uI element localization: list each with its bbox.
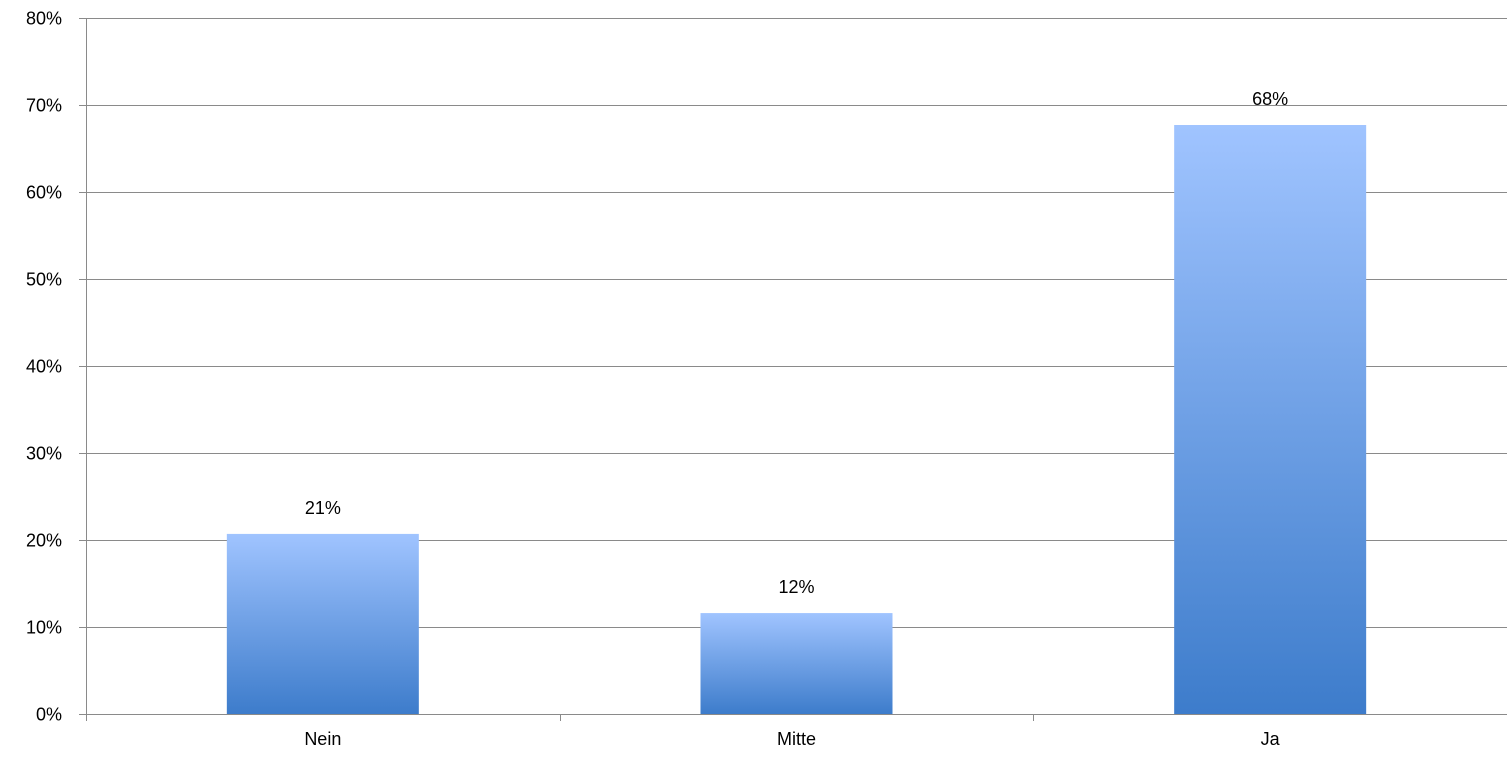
y-tick-label: 30% xyxy=(26,444,62,464)
y-tick-label: 50% xyxy=(26,270,62,290)
bar-ja xyxy=(1174,125,1367,714)
x-tick-label: Mitte xyxy=(777,729,816,749)
axes xyxy=(79,18,1507,721)
data-label: 21% xyxy=(305,498,341,518)
bars xyxy=(226,125,1367,714)
y-tick-label: 10% xyxy=(26,618,62,638)
y-tick-label: 70% xyxy=(26,96,62,116)
y-tick-label: 60% xyxy=(26,183,62,203)
x-tick-label: Ja xyxy=(1261,729,1281,749)
bar-nein xyxy=(226,533,419,714)
y-tick-label: 40% xyxy=(26,357,62,377)
y-tick-label: 0% xyxy=(36,705,62,725)
y-tick-label: 20% xyxy=(26,531,62,551)
labels: 0% 10% 20% 30% 40% 50% 60% 70% 80% 21% Nein 12% Mitt… xyxy=(26,9,1288,750)
x-tick-label: Nein xyxy=(304,729,341,749)
data-label: 12% xyxy=(778,577,814,597)
y-tick-label: 80% xyxy=(26,9,62,29)
bar-mitte xyxy=(700,613,893,714)
data-label: 68% xyxy=(1252,89,1288,109)
